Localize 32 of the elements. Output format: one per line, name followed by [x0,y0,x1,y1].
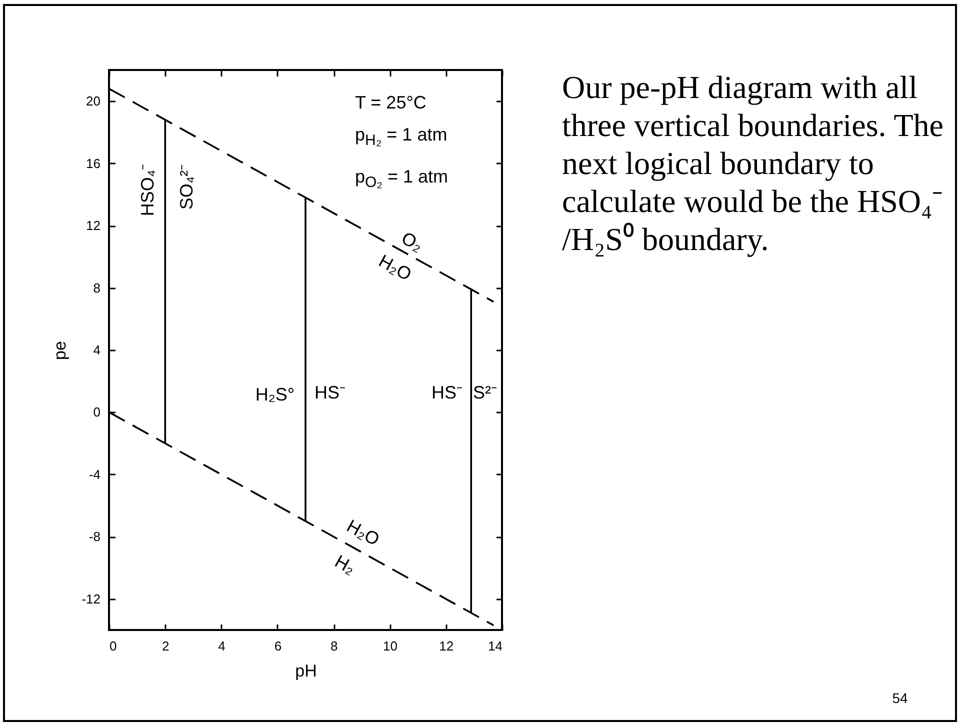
annotation: HS⁻ [431,382,463,404]
y-axis-title: pe [50,341,70,360]
y-tick-label: 16 [86,156,100,171]
x-tick-label: 10 [382,638,398,654]
y-tick-label: -8 [88,529,100,544]
y-tick-label: 8 [93,280,100,296]
annotation: H₂S° [255,384,295,406]
annotation: H₂ [331,551,359,579]
annotation: S²⁻ [473,382,497,404]
x-tick-label: 0 [110,638,117,654]
annotation: HS⁻ [314,382,346,404]
y-tick-label: 12 [86,218,100,234]
annotation: p$_{H₂}$ = 1 atm [355,124,448,150]
y-tick-label: -4 [88,466,100,482]
y-tick-label: 4 [93,342,100,358]
x-tick-label: 4 [218,638,226,654]
annotation: HSO₄⁻ [138,164,158,216]
y-tick-label: 0 [93,404,100,420]
x-tick-label: 14 [488,638,502,654]
x-tick-label: 2 [162,638,170,654]
annotation: SO₄²⁻ [176,164,198,210]
x-tick-label: 8 [330,638,338,654]
text: Our pe-pH diagram with all three vertical boundaries. The next logical boundary to calculate would be the HSO₄⁻ /H₂S⁰ boundary. [562,68,944,258]
x-tick-label: 6 [274,638,282,654]
y-tick-label: 20 [86,94,100,109]
x-axis-title: pH [295,662,317,680]
y-tick-label: -12 [82,591,100,606]
annotation: p$_{O₂}$ = 1 atm [355,166,448,192]
annotation: T = 25°C [355,92,426,114]
text: 54 [892,690,908,706]
annotation: H₂O [343,516,383,550]
x-tick-label: 12 [439,638,454,654]
